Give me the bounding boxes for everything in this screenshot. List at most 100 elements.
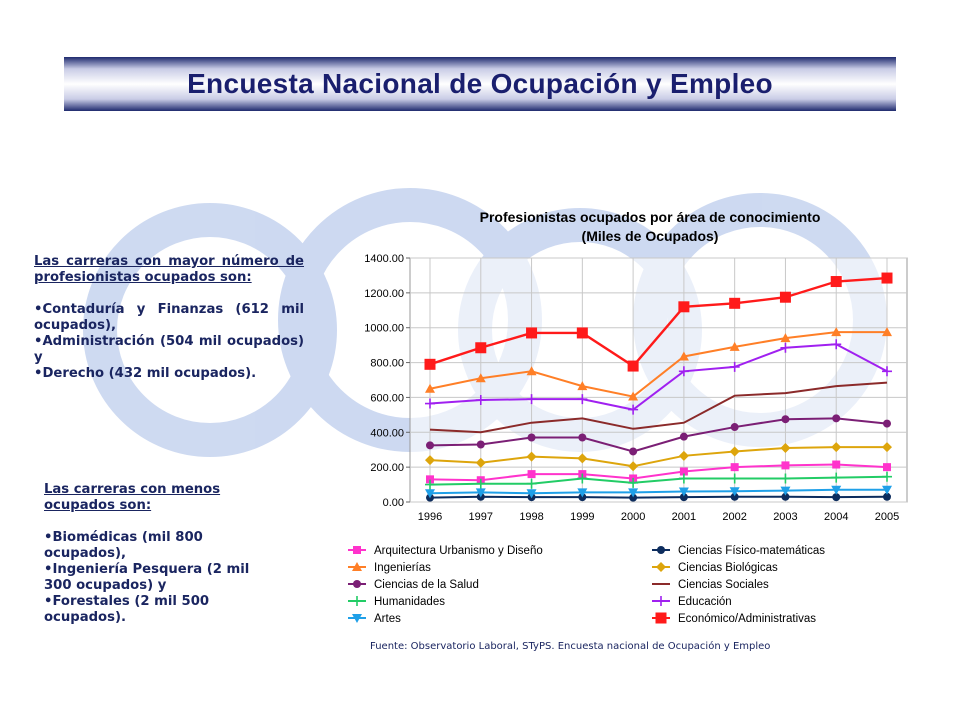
data-point-ciencias-biologicas [526, 451, 537, 462]
list-item: Forestales (2 mil 500 ocupados). [44, 594, 259, 626]
most-employed-heading: Las carreras con mayor número de profesi… [34, 254, 304, 285]
y-tick-label: 1200.00 [364, 288, 404, 300]
data-point-humanidades [526, 478, 537, 489]
data-point-arquitectura-urbanismo-y-diseno [781, 461, 790, 470]
data-point-ciencias-fisico-matematicas [629, 493, 638, 502]
data-point-educacion [831, 339, 842, 350]
data-point-ciencias-de-la-salud [629, 447, 638, 456]
data-point-ciencias-biologicas [729, 446, 740, 457]
legend-item-arquitectura-urbanismo-y-diseno-marker [353, 546, 361, 554]
data-point-artes [882, 485, 892, 495]
data-point-arquitectura-urbanismo-y-diseno [426, 475, 434, 484]
data-point-humanidades [628, 477, 639, 488]
data-point-humanidades [780, 473, 791, 484]
data-point-ciencias-de-la-salud [781, 415, 790, 424]
legend-item-artes: Artes [374, 613, 401, 625]
data-point-economico-administrativas [475, 342, 487, 354]
data-point-ingenierias [678, 351, 689, 361]
data-point-ciencias-de-la-salud [730, 423, 739, 432]
x-tick-label: 2002 [722, 511, 746, 523]
data-point-humanidades [425, 479, 435, 490]
x-tick-label: 1997 [469, 511, 493, 523]
series-line-ciencias-sociales [429, 381, 888, 434]
data-point-humanidades [729, 473, 740, 484]
list-item: Contaduría y Finanzas (612 mil ocupados)… [34, 302, 304, 334]
legend-item-educacion: Educación [678, 596, 732, 608]
data-point-ciencias-fisico-matematicas [679, 493, 688, 502]
x-tick-label: 1998 [519, 511, 543, 523]
data-point-economico-administrativas [424, 358, 436, 370]
data-point-ingenierias [425, 383, 435, 393]
data-point-arquitectura-urbanismo-y-diseno [730, 463, 739, 472]
y-tick-label: 800.00 [370, 358, 404, 370]
data-point-arquitectura-urbanismo-y-diseno [679, 467, 688, 476]
least-employed-heading: Las carreras con menos ocupados son: [44, 482, 221, 513]
data-point-humanidades [678, 473, 689, 484]
x-tick-label: 2004 [824, 511, 848, 523]
data-point-educacion [475, 395, 486, 406]
data-point-ciencias-de-la-salud [527, 433, 536, 442]
data-point-ingenierias [882, 327, 892, 337]
series-line-artes [429, 488, 887, 495]
data-point-ciencias-biologicas [678, 450, 689, 461]
data-point-educacion [780, 342, 791, 353]
y-tick-label: 0.00 [383, 497, 404, 509]
most-employed-careers-block: Las carreras con mayor número de profesi… [34, 254, 304, 382]
data-point-humanidades [831, 472, 842, 483]
legend-item-ciencias-de-la-salud-marker [353, 580, 361, 588]
chart-title: Profesionistas ocupados por área de cono… [480, 209, 821, 225]
legend-item-humanidades: Humanidades [374, 596, 445, 608]
data-point-economico-administrativas [526, 327, 538, 339]
data-point-educacion [729, 361, 740, 372]
y-tick-label: 400.00 [370, 427, 404, 439]
y-tick-label: 1000.00 [364, 323, 404, 335]
list-item: Biomédicas (mil 800 ocupados), [44, 530, 259, 562]
data-point-ingenierias [729, 341, 740, 351]
data-point-ingenierias [475, 373, 486, 383]
series-line-educacion [429, 343, 888, 411]
x-tick-label: 2000 [621, 511, 645, 523]
data-point-economico-administrativas [779, 291, 791, 303]
data-point-ciencias-biologicas [425, 455, 435, 466]
data-point-arquitectura-urbanismo-y-diseno [832, 460, 841, 469]
most-employed-list: Contaduría y Finanzas (612 mil ocupados)… [34, 302, 304, 382]
data-point-artes [729, 487, 740, 497]
data-point-artes [577, 488, 588, 498]
data-point-ciencias-fisico-matematicas [832, 493, 841, 502]
title-banner: Encuesta Nacional de Ocupación y Empleo [64, 57, 896, 111]
legend-item-ingenierias-marker [352, 562, 362, 571]
data-point-artes [475, 488, 486, 498]
data-point-ciencias-fisico-matematicas [730, 492, 739, 501]
legend-item-arquitectura-urbanismo-y-diseno: Arquitectura Urbanismo y Diseño [374, 545, 543, 557]
legend-item-educacion-marker [656, 596, 666, 606]
data-point-artes [831, 485, 842, 495]
data-point-economico-administrativas [830, 276, 842, 288]
data-point-ciencias-biologicas [577, 453, 588, 464]
x-tick-label: 1996 [418, 511, 442, 523]
series-line-ciencias-fisico-matematicas [429, 495, 888, 499]
data-point-artes [425, 489, 435, 499]
data-point-artes [526, 489, 537, 499]
data-point-ingenierias [780, 333, 791, 343]
legend-item-economico-administrativas-marker [655, 612, 667, 624]
least-employed-careers-block: Las carreras con menos ocupados son: Bio… [44, 482, 259, 626]
series-line-humanidades [429, 475, 888, 486]
series-line-economico-administrativas [429, 276, 888, 368]
data-point-ciencias-biologicas [831, 442, 842, 453]
data-point-educacion [678, 366, 689, 377]
y-tick-label: 600.00 [370, 392, 404, 404]
data-point-ciencias-biologicas [628, 461, 639, 472]
data-point-ciencias-de-la-salud [426, 441, 434, 450]
legend-item-ciencias-fisico-matematicas: Ciencias Físico-matemáticas [678, 545, 825, 557]
data-point-economico-administrativas [678, 301, 690, 313]
data-point-arquitectura-urbanismo-y-diseno [883, 463, 891, 472]
legend-item-ciencias-de-la-salud: Ciencias de la Salud [374, 579, 479, 591]
data-point-ingenierias [628, 391, 639, 401]
y-tick-label: 200.00 [370, 462, 404, 474]
data-point-ciencias-biologicas [882, 442, 892, 453]
x-tick-label: 1999 [570, 511, 594, 523]
data-point-educacion [882, 366, 892, 377]
data-point-ciencias-de-la-salud [476, 440, 485, 449]
data-point-ciencias-de-la-salud [679, 432, 688, 441]
data-point-humanidades [475, 478, 486, 489]
